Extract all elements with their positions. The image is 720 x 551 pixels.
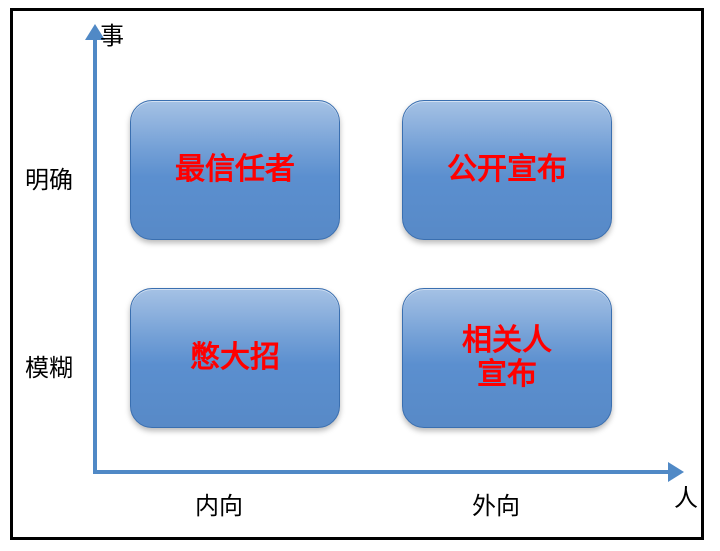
box-label: 公开宣布	[447, 153, 567, 188]
box-top-right: 公开宣布	[402, 100, 612, 240]
y-cat-1: 模糊	[25, 348, 73, 383]
box-bottom-right: 相关人宣布	[402, 288, 612, 428]
y-cat-0: 明确	[25, 160, 73, 195]
x-cat-1: 外向	[472, 486, 520, 521]
box-label: 最信任者	[175, 153, 295, 188]
box-top-left: 最信任者	[130, 100, 340, 240]
y-axis-line	[93, 40, 97, 474]
box-label: 相关人宣布	[462, 324, 552, 393]
outer-frame	[10, 8, 704, 540]
box-label: 憋大招	[190, 341, 280, 376]
x-axis-label: 人	[674, 478, 698, 513]
box-bottom-left: 憋大招	[130, 288, 340, 428]
y-axis-label: 事	[100, 16, 124, 51]
x-cat-0: 内向	[195, 486, 243, 521]
x-axis-line	[93, 470, 668, 474]
